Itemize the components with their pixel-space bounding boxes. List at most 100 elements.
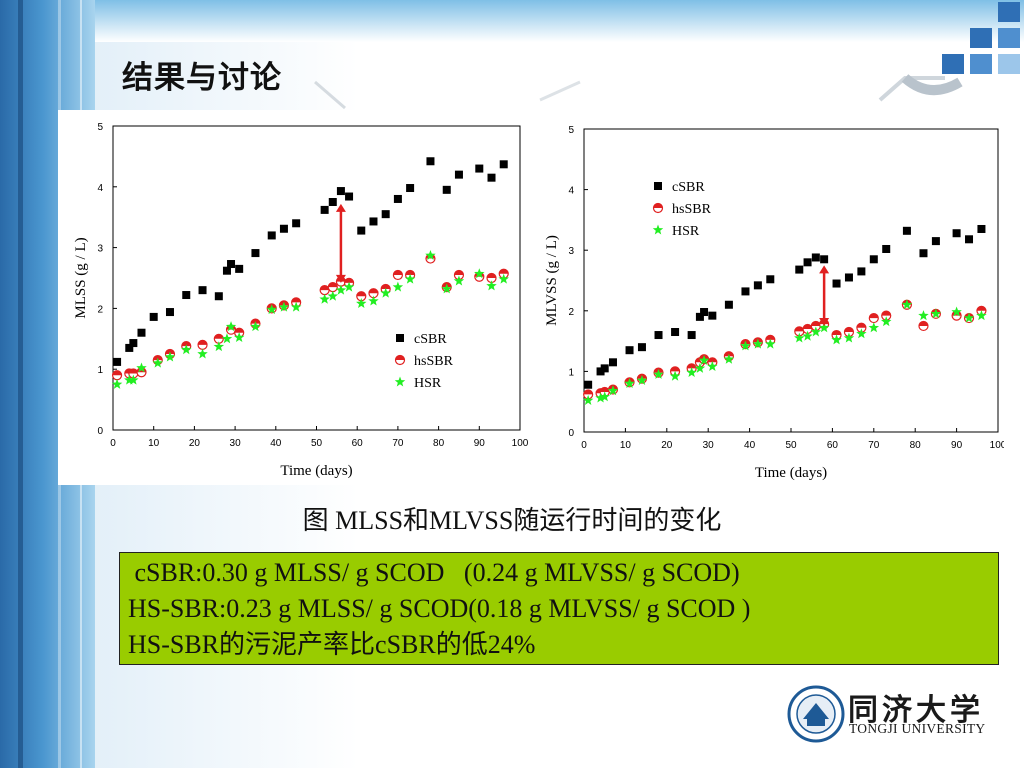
data-point-HSR [319, 293, 330, 304]
arrow-head-top [819, 265, 830, 274]
data-point-HSR [486, 280, 497, 291]
data-point-HSR [221, 333, 233, 344]
data-point-hsSBR-fill [328, 282, 338, 288]
data-point-cSBR [803, 258, 812, 267]
data-point-hsSBR-fill [381, 284, 391, 289]
data-point-HSR [152, 357, 163, 368]
x-tick-label: 20 [189, 438, 201, 449]
data-point-HSR [694, 362, 706, 373]
data-point-hsSBR [197, 339, 208, 350]
data-point-hsSBR-fill [320, 285, 330, 291]
legend-marker-HSR [652, 224, 664, 235]
data-point-HSR [698, 354, 710, 365]
data-point-cSBR [182, 291, 191, 300]
data-point-cSBR [832, 279, 841, 288]
data-point-HSR [810, 326, 822, 337]
data-point-hsSBR [368, 288, 379, 299]
data-point-HSR [197, 348, 208, 359]
data-point-hsSBR-fill [707, 357, 717, 363]
x-tick-label: 90 [951, 440, 963, 451]
x-tick-label: 70 [868, 440, 880, 451]
data-point-HSR [653, 368, 664, 379]
series-hsSBR [111, 253, 509, 381]
data-point-cSBR [320, 205, 329, 214]
data-point-cSBR [741, 287, 750, 296]
chart-legend: cSBR hsSBR HSR [652, 180, 712, 239]
series-cSBR [113, 157, 508, 366]
mlss-chart: 0 10 20 30 40 50 60 70 80 90 100 0 1 2 3 4 5 Time (days) M… [73, 122, 528, 479]
data-point-hsSBR-fill [368, 288, 378, 294]
data-point-cSBR [227, 260, 236, 269]
y-tick-label: 0 [568, 428, 574, 439]
data-point-HSR [498, 273, 509, 284]
legend-label-cSBR: cSBR [672, 180, 705, 195]
data-point-HSR [831, 334, 842, 345]
difference-arrow [819, 265, 830, 326]
data-point-hsSBR-fill [112, 370, 122, 376]
y-tick-label: 1 [97, 365, 103, 376]
data-point-cSBR [113, 357, 122, 366]
data-point-HSR [213, 341, 225, 352]
series-cSBR [584, 224, 986, 389]
legend-label-hsSBR: hsSBR [414, 354, 454, 369]
data-point-HSR [582, 394, 594, 405]
data-point-cSBR [345, 192, 354, 201]
university-logo: 同济大学 TONGJI UNIVERSITY [785, 683, 990, 743]
data-point-hsSBR [498, 268, 509, 279]
data-point-cSBR [292, 219, 301, 228]
y-axis-label: MLVSS (g / L) [544, 235, 560, 326]
x-tick-label: 100 [990, 440, 1004, 451]
data-point-hsSBR [794, 326, 805, 337]
data-point-hsSBR-fill [393, 270, 403, 275]
data-point-HSR [707, 361, 718, 371]
data-point-cSBR [369, 217, 378, 226]
data-point-hsSBR-fill [765, 335, 775, 340]
data-point-cSBR [965, 235, 974, 244]
y-axis-label: MLSS (g / L) [73, 237, 89, 318]
mlvss-chart: 0 10 20 30 40 50 60 70 80 90 100 0 1 2 3 4 5 Time (days) M… [544, 125, 1004, 481]
data-point-HSR [868, 322, 880, 333]
data-point-HSR [404, 273, 416, 284]
data-point-HSR [686, 367, 697, 378]
data-point-cSBR [137, 328, 146, 337]
y-tick-label: 1 [568, 367, 574, 378]
data-point-hsSBR-fill [291, 297, 301, 303]
data-point-cSBR [584, 380, 593, 389]
data-point-cSBR [475, 164, 484, 173]
x-tick-label: 30 [703, 440, 715, 451]
x-tick-label: 0 [581, 440, 587, 451]
data-point-cSBR [708, 311, 717, 320]
note-line-csbr: cSBR:0.30 g MLSS/ g SCOD (0.24 g MLVSS/ … [128, 558, 740, 587]
data-point-HSR [901, 299, 913, 310]
charts-panel: 0 10 20 30 40 50 60 70 80 90 100 0 1 2 3 4 5 Time (days) M… [58, 110, 1004, 485]
series-HSR [111, 250, 509, 389]
data-point-hsSBR-fill [856, 323, 866, 328]
data-point-cSBR [753, 281, 762, 290]
data-point-cSBR [454, 170, 463, 179]
university-name: 同济大学 [848, 693, 984, 728]
data-point-hsSBR-fill [600, 387, 610, 393]
data-point-hsSBR-fill [803, 324, 813, 329]
data-point-hsSBR-fill [344, 278, 354, 283]
data-point-HSR [327, 290, 339, 301]
data-point-cSBR [442, 185, 451, 194]
x-tick-label: 100 [512, 438, 528, 449]
y-tick-label: 3 [568, 246, 574, 257]
data-point-cSBR [393, 194, 402, 203]
data-point-HSR [266, 304, 277, 315]
data-point-hsSBR-fill [128, 368, 138, 374]
data-point-HSR [930, 308, 942, 319]
data-point-HSR [368, 295, 379, 306]
legend-label-HSR: HSR [672, 224, 700, 239]
x-tick-label: 50 [311, 438, 323, 449]
legend-marker-hsSBR [652, 202, 664, 214]
data-point-HSR [765, 338, 776, 349]
y-tick-label: 4 [568, 186, 574, 197]
data-point-hsSBR-fill [918, 321, 928, 326]
data-point-cSBR [857, 267, 866, 276]
data-point-cSBR [608, 358, 617, 367]
data-point-hsSBR [128, 368, 139, 379]
data-point-HSR [794, 332, 805, 343]
data-point-HSR [181, 344, 192, 355]
data-point-cSBR [844, 273, 853, 282]
